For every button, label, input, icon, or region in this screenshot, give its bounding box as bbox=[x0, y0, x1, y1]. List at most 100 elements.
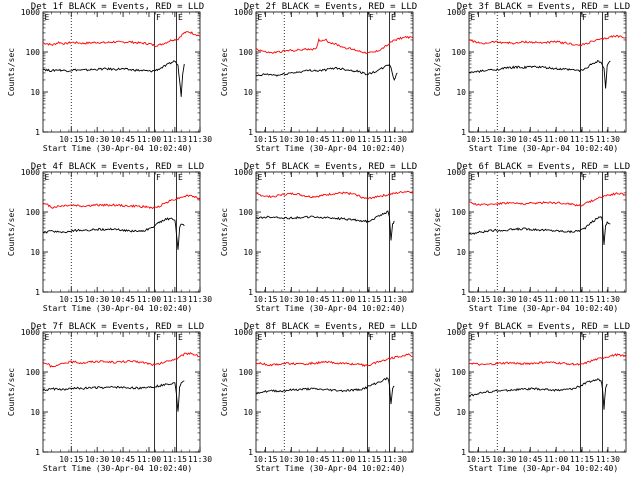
chart-panel-6: Det 6f BLACK = Events, RED = LLD 1 10 100 10… bbox=[433, 162, 630, 313]
y-axis-label: Counts/sec bbox=[433, 48, 442, 96]
chart-panel-7: Det 7f BLACK = Events, RED = LLD 1 10 100 10… bbox=[7, 322, 212, 473]
plot-frame bbox=[468, 331, 627, 453]
y-tick-label: 1000 bbox=[234, 168, 253, 177]
x-tick-label: 10:30 bbox=[85, 135, 109, 144]
x-tick-label: 10:15 bbox=[59, 455, 83, 464]
x-tick-label: 11:30 bbox=[383, 455, 407, 464]
chart-title: Det 6f BLACK = Events, RED = LLD bbox=[457, 162, 630, 172]
chart-title: Det 3f BLACK = Events, RED = LLD bbox=[457, 2, 630, 12]
x-tick-label: 11:00 bbox=[544, 295, 568, 304]
time-marker-label: E bbox=[45, 333, 50, 342]
time-marker-label: E bbox=[604, 333, 609, 342]
x-tick-label: 11:00 bbox=[331, 295, 355, 304]
time-marker-label: F bbox=[582, 173, 587, 182]
chart-panel-2: Det 2f BLACK = Events, RED = LLD 1 10 100 10… bbox=[220, 2, 417, 153]
x-tick-label: 10:15 bbox=[59, 135, 83, 144]
x-tick-label: 10:30 bbox=[492, 295, 516, 304]
x-axis-label: Start Time (30-Apr-04 10:02:40) bbox=[256, 144, 405, 153]
plot-frame bbox=[42, 11, 201, 133]
x-axis-label: Start Time (30-Apr-04 10:02:40) bbox=[469, 304, 618, 313]
x-tick-label: 10:30 bbox=[279, 135, 303, 144]
x-tick-label: 10:15 bbox=[466, 295, 490, 304]
x-tick-label: 11:30 bbox=[383, 135, 407, 144]
x-tick-label: 11:15 bbox=[163, 455, 187, 464]
time-marker-label: E bbox=[178, 13, 183, 22]
x-tick-label: 10:15 bbox=[59, 295, 83, 304]
lld-rate-line bbox=[468, 192, 627, 207]
y-axis-label: Counts/sec bbox=[7, 208, 16, 256]
x-tick-label: 10:15 bbox=[466, 455, 490, 464]
y-tick-label: 1 bbox=[461, 288, 466, 297]
x-tick-label: 11:00 bbox=[137, 295, 161, 304]
x-tick-label: 10:15 bbox=[253, 455, 277, 464]
x-axis-label: Start Time (30-Apr-04 10:02:40) bbox=[469, 464, 618, 473]
y-tick-label: 1 bbox=[35, 448, 40, 457]
y-tick-label: 10 bbox=[456, 408, 466, 417]
lld-rate-line bbox=[42, 31, 201, 47]
lld-rate-line bbox=[255, 353, 414, 367]
event-rate-line bbox=[468, 378, 608, 410]
y-tick-label: 100 bbox=[26, 208, 41, 217]
x-tick-label: 10:45 bbox=[305, 455, 329, 464]
y-axis-label: Counts/sec bbox=[220, 368, 229, 416]
x-axis-label: Start Time (30-Apr-04 10:02:40) bbox=[43, 144, 192, 153]
y-tick-label: 1000 bbox=[447, 8, 466, 17]
time-marker-label: E bbox=[471, 173, 476, 182]
x-tick-label: 11:00 bbox=[137, 455, 161, 464]
time-marker-label: F bbox=[369, 333, 374, 342]
x-tick-label: 11:30 bbox=[596, 295, 620, 304]
plot-frame bbox=[468, 171, 627, 293]
chart-title: Det 7f BLACK = Events, RED = LLD bbox=[31, 322, 204, 332]
x-tick-label: 10:45 bbox=[518, 135, 542, 144]
y-tick-label: 10 bbox=[456, 88, 466, 97]
y-tick-label: 100 bbox=[239, 368, 254, 377]
y-tick-label: 1 bbox=[248, 288, 253, 297]
time-marker-label: F bbox=[582, 333, 587, 342]
time-marker-label: E bbox=[604, 13, 609, 22]
x-axis-label: Start Time (30-Apr-04 10:02:40) bbox=[469, 144, 618, 153]
time-marker-label: E bbox=[391, 333, 396, 342]
y-tick-label: 100 bbox=[452, 48, 467, 57]
time-marker-label: F bbox=[582, 13, 587, 22]
event-rate-line bbox=[42, 60, 185, 97]
lld-rate-line bbox=[468, 353, 627, 366]
x-tick-label: 10:45 bbox=[518, 295, 542, 304]
x-tick-label: 10:15 bbox=[253, 135, 277, 144]
time-marker-label: F bbox=[156, 173, 161, 182]
y-axis-label: Counts/sec bbox=[7, 48, 16, 96]
x-axis-label: Start Time (30-Apr-04 10:02:40) bbox=[256, 464, 405, 473]
y-tick-label: 1 bbox=[35, 128, 40, 137]
y-tick-label: 100 bbox=[239, 48, 254, 57]
y-tick-label: 1 bbox=[248, 448, 253, 457]
y-tick-label: 1 bbox=[248, 128, 253, 137]
y-axis-label: Counts/sec bbox=[433, 208, 442, 256]
x-tick-label: 10:45 bbox=[111, 295, 135, 304]
x-tick-label: 11:30 bbox=[188, 135, 212, 144]
x-tick-label: 11:15 bbox=[570, 135, 594, 144]
chart-panel-3: Det 3f BLACK = Events, RED = LLD 1 10 100 10… bbox=[433, 2, 630, 153]
y-tick-label: 10 bbox=[30, 408, 40, 417]
x-tick-label: 10:45 bbox=[518, 455, 542, 464]
chart-title: Det 8f BLACK = Events, RED = LLD bbox=[244, 322, 417, 332]
y-axis-label: Counts/sec bbox=[220, 48, 229, 96]
time-marker-label: E bbox=[178, 333, 183, 342]
y-tick-label: 10 bbox=[456, 248, 466, 257]
y-tick-label: 10 bbox=[30, 248, 40, 257]
x-tick-label: 11:00 bbox=[137, 135, 161, 144]
time-marker-label: E bbox=[178, 173, 183, 182]
chart-panel-5: Det 5f BLACK = Events, RED = LLD 1 10 100 10… bbox=[220, 162, 417, 313]
x-tick-label: 10:30 bbox=[279, 295, 303, 304]
time-marker-label: E bbox=[258, 13, 263, 22]
y-tick-label: 1 bbox=[461, 128, 466, 137]
x-tick-label: 11:30 bbox=[188, 455, 212, 464]
chart-panel-1: Det 1f BLACK = Events, RED = LLD 1 10 100 10… bbox=[7, 2, 212, 153]
x-tick-label: 11:15 bbox=[570, 295, 594, 304]
x-tick-label: 11:00 bbox=[331, 135, 355, 144]
x-tick-label: 10:30 bbox=[85, 455, 109, 464]
y-axis-label: Counts/sec bbox=[7, 368, 16, 416]
y-axis-label: Counts/sec bbox=[433, 368, 442, 416]
lld-rate-line bbox=[42, 194, 201, 210]
chart-panel-8: Det 8f BLACK = Events, RED = LLD 1 10 100 10… bbox=[220, 322, 417, 473]
chart-title: Det 5f BLACK = Events, RED = LLD bbox=[244, 162, 417, 172]
